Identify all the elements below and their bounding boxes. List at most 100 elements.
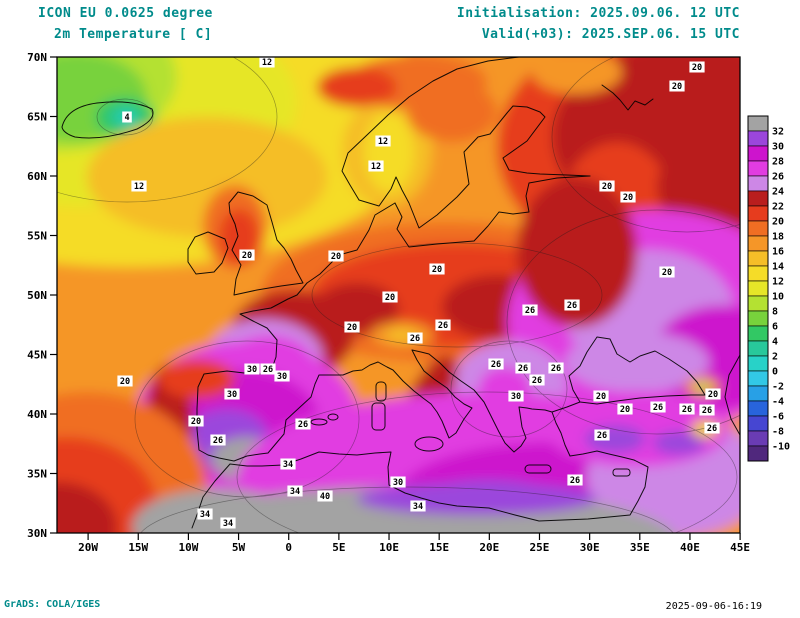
contour-label-box xyxy=(368,160,384,172)
colorbar-cell xyxy=(747,415,769,432)
contour-label-value: 26 xyxy=(532,376,542,386)
contour-labels: 12 20 20 12 12 4 12 20 20 20 20 20 20 20 26 26 20 26 26 26 2… xyxy=(117,57,721,529)
contour-label-value: 12 xyxy=(262,58,272,68)
field-title: 2m Temperature [ C] xyxy=(54,27,213,42)
x-axis-tick-label: 0 xyxy=(285,541,292,554)
contour-label-value: 12 xyxy=(371,162,381,172)
contour-label-value: 26 xyxy=(707,424,717,434)
contour-label-value: 30 xyxy=(277,372,287,382)
contour-label-value: 20 xyxy=(432,265,442,275)
colorbar-level-label: 4 xyxy=(772,337,778,348)
coast-norway xyxy=(341,57,520,201)
coast-biscay-iberia xyxy=(196,282,379,462)
x-axis-tick-label: 45E xyxy=(730,541,750,554)
colorbar-level-label: 12 xyxy=(772,277,784,288)
contour-label-box xyxy=(699,404,715,416)
contour-label-value: 26 xyxy=(213,436,223,446)
colorbar-cell xyxy=(747,160,769,177)
contour-label-box xyxy=(382,291,398,303)
contour-label-value: 30 xyxy=(393,478,403,488)
contour-label-value: 20 xyxy=(347,323,357,333)
contour-label-box xyxy=(344,321,360,333)
contour-label-box xyxy=(260,363,276,375)
contour-label-box xyxy=(564,299,580,311)
contour-label-box xyxy=(220,517,236,529)
island-sardinia xyxy=(371,402,386,431)
coast-north-sea xyxy=(306,202,396,284)
island-cyprus xyxy=(612,468,631,477)
contour-label-box xyxy=(435,319,451,331)
y-axis-tick-label: 40N xyxy=(27,408,47,421)
colorbar-level-label: 22 xyxy=(772,202,784,213)
contour-label-box xyxy=(429,263,445,275)
y-axis-tick-label: 55N xyxy=(27,230,47,243)
contour-label-value: 40 xyxy=(320,492,330,502)
contour-label-box xyxy=(244,363,260,375)
y-axis-tick-label: 35N xyxy=(27,468,47,481)
contour-label-value: 20 xyxy=(596,392,606,402)
coast-white-sea xyxy=(601,84,654,111)
contour-label-box xyxy=(522,304,538,316)
contour-label-value: 20 xyxy=(692,63,702,73)
contour-label-box xyxy=(617,403,633,415)
contour-label-box xyxy=(210,434,226,446)
contour-label-box xyxy=(317,490,333,502)
colorbar-cell xyxy=(747,175,769,192)
colorbar-cell xyxy=(747,145,769,162)
x-axis-tick-label: 40E xyxy=(680,541,700,554)
contour-label-box xyxy=(188,415,204,427)
contour-label-box xyxy=(620,191,636,203)
contour-label-value: 20 xyxy=(708,390,718,400)
x-axis-tick-label: 35E xyxy=(630,541,650,554)
contour-label-value: 30 xyxy=(511,392,521,402)
contour-label-value: 26 xyxy=(702,406,712,416)
y-axis-tick-label: 45N xyxy=(27,349,47,362)
contour-label-box xyxy=(567,474,583,486)
x-axis-tick-label: 15W xyxy=(128,541,148,554)
contour-label-value: 26 xyxy=(298,420,308,430)
colorbar-cell xyxy=(747,445,769,462)
contour-label-value: 20 xyxy=(672,82,682,92)
colorbar-cell xyxy=(747,280,769,297)
colorbar-level-label: 14 xyxy=(772,262,784,273)
contour-label-value: 20 xyxy=(385,293,395,303)
contour-label-value: 26 xyxy=(263,365,273,375)
contour-label-box xyxy=(599,180,615,192)
contour-label-box xyxy=(508,390,524,402)
coast-great-britain xyxy=(228,191,304,296)
contour-label-box xyxy=(689,61,705,73)
initialisation-time: Initialisation: 2025.09.06. 12 UTC xyxy=(456,6,740,21)
colorbar-cell xyxy=(747,385,769,402)
y-axis-tick-label: 65N xyxy=(27,111,47,124)
x-axis-tick-label: 20W xyxy=(78,541,98,554)
colorbar-cell xyxy=(747,250,769,267)
contour-label-box xyxy=(295,418,311,430)
colorbar-cell xyxy=(747,130,769,147)
contour-label-value: 26 xyxy=(491,360,501,370)
colorbar-level-label: 2 xyxy=(772,352,778,363)
x-axis-tick-label: 5W xyxy=(232,541,246,554)
contour-label-box xyxy=(259,57,275,68)
contour-label-value: 26 xyxy=(525,306,535,316)
contour-label-value: 34 xyxy=(413,502,423,512)
colorbar-cell xyxy=(747,115,769,132)
x-axis-tick-label: 20E xyxy=(479,541,499,554)
contour-label-box xyxy=(594,429,610,441)
island-sicily xyxy=(414,436,444,452)
valid-time: Valid(+03): 2025.SEP.06. 15 UTC xyxy=(481,27,740,42)
colorbar-cell xyxy=(747,310,769,327)
island-mallorca xyxy=(310,418,328,426)
island-corsica xyxy=(375,381,387,402)
contour-label-value: 20 xyxy=(623,193,633,203)
colorbar-cell xyxy=(747,295,769,312)
contour-label-value: 26 xyxy=(570,476,580,486)
colorbar-cell xyxy=(747,355,769,372)
colorbar-cell xyxy=(747,190,769,207)
colorbar-level-label: 8 xyxy=(772,307,778,318)
contour-label-box xyxy=(515,362,531,374)
contour-label-box xyxy=(669,80,685,92)
colorbar-level-label: -4 xyxy=(772,397,784,408)
contour-label-value: 26 xyxy=(410,334,420,344)
